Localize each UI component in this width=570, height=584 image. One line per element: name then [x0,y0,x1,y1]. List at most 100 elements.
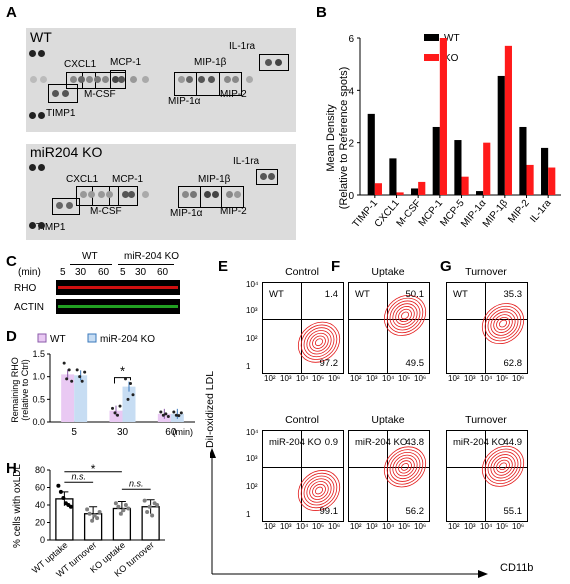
h-data-point [85,507,90,512]
quadrant-vline [387,283,388,373]
flow-x-tick-label: 10⁵ [496,522,509,531]
d-y-tick-label: 1.0 [32,372,45,382]
d-y-tick-label: 1.5 [32,349,45,359]
d-y-tick-label: 0.5 [32,394,45,404]
array-spot [260,173,267,180]
quadrant-vline [387,431,388,521]
h-data-point [126,506,131,511]
b-y-tick-label: 0 [348,191,354,202]
d-x-tick-label: 60 [165,427,177,438]
flow-genotype: miR-204 KO [269,437,322,448]
flow-plot: WT 35.3 62.8 [446,282,528,374]
d-bar [61,374,75,422]
quadrant-vline [301,283,302,373]
array-spot [30,76,37,83]
d-data-point [179,411,183,415]
b-legend-ko: KO [444,53,459,64]
b-bar-ko [461,176,469,195]
h-data-point [142,498,147,503]
flow-x-tick-label: 10³ [464,522,476,531]
panel-label-c: C [6,253,17,270]
lower-right-percent: 97.2 [319,358,339,369]
il1ra-box [259,54,289,71]
array-spot [208,76,215,83]
blot-panel: WT miR-204 KO (min) 5 30 60 5 30 60 RHO … [0,250,215,325]
flow-genotype: WT [355,289,370,300]
flow-x-tick-label: 10⁴ [296,522,309,531]
flow-x-tick-label: 10² [350,374,362,383]
flow-x-tick-label: 10⁴ [480,522,493,531]
rho-blot-strip [56,280,180,295]
d-y-tick-label: 0.0 [32,417,45,427]
mip1b-box [196,72,220,96]
flow-x-tick-label: 10⁵ [312,522,325,531]
d-data-point [70,379,74,383]
b-bar-wt [497,75,505,195]
d-data-point [113,411,117,415]
ko-membrane-title: miR204 KO [30,144,103,160]
flow-x-tick-label: 10⁶ [328,374,341,383]
flow-x-tick-label: 10⁵ [496,374,509,383]
d-significance-bracket [114,377,131,384]
array-spot [86,76,93,83]
array-spot [29,164,36,171]
mip2-label: MIP-2 [220,89,247,100]
array-spot [38,164,45,171]
h-data-point [123,503,128,507]
mcsf-label: M-CSF [84,89,116,100]
array-spot [275,59,282,66]
flow-genotype: miR-204 KO [355,437,408,448]
h-data-point [87,511,92,516]
h-y-tick-label: 80 [35,465,45,475]
lower-right-percent: 55.1 [503,506,523,517]
array-spot [38,112,45,119]
array-spot [142,191,149,198]
contour-plot [481,445,525,487]
d-x-tick-label: 5 [71,427,77,438]
quadrant-hline [349,319,429,320]
quadrant-vline [485,431,486,521]
upper-right-percent: 43.8 [405,437,425,448]
flow-plot: WT 1.4 97.2 [262,282,344,374]
ko-il1ra-label: IL-1ra [233,156,260,167]
flow-y-tick-label: 10⁴ [246,428,259,437]
h-data-point [58,489,63,494]
ko-mcp1-box [118,186,138,206]
b-bar-ko [396,192,404,195]
h-data-point [121,508,126,513]
d-legend-ko-swatch [87,333,97,343]
flow-title: Turnover [465,266,507,278]
lower-right-percent: 99.1 [319,506,339,517]
quadrant-hline [263,319,343,320]
array-spot [94,76,101,83]
b-bar-wt [411,188,419,195]
d-x-tick-label: 30 [117,427,129,438]
quadrant-hline [349,467,429,468]
flow-x-tick-label: 10⁶ [512,374,525,383]
h-data-point [155,503,160,507]
ko-membrane: miR204 KO IL-1ra CXCL1 MCP-1 MIP-1β M-CS… [26,144,296,240]
d-bar [109,410,123,422]
h-data-point [113,501,118,506]
blot-time-5: 30 [135,267,147,278]
blot-min-label: (min) [18,267,41,278]
flow-x-tick-label: 10³ [366,522,378,531]
mip1a-label: MIP-1α [168,96,201,107]
flow-x-tick-label: 10⁶ [414,522,427,531]
array-spot [38,50,45,57]
wt-membrane: WT IL-1ra CXCL1 MCP-1 MIP-1β M-CSF MIP-1… [26,28,296,132]
flow-y-tick-label: 10² [246,334,258,343]
upper-right-percent: 50.1 [405,289,425,300]
h-ns-1: n.s. [71,472,86,482]
array-spot [29,112,36,119]
upper-right-percent: 1.4 [324,289,338,300]
h-data-point [145,510,150,514]
lower-right-percent: 56.2 [405,506,425,517]
d-data-point [161,413,165,417]
array-spot [56,202,63,209]
h-data-point [150,513,155,518]
d-data-point [177,414,181,418]
d-legend-wt-swatch [37,333,47,343]
timp1-box [48,84,78,103]
